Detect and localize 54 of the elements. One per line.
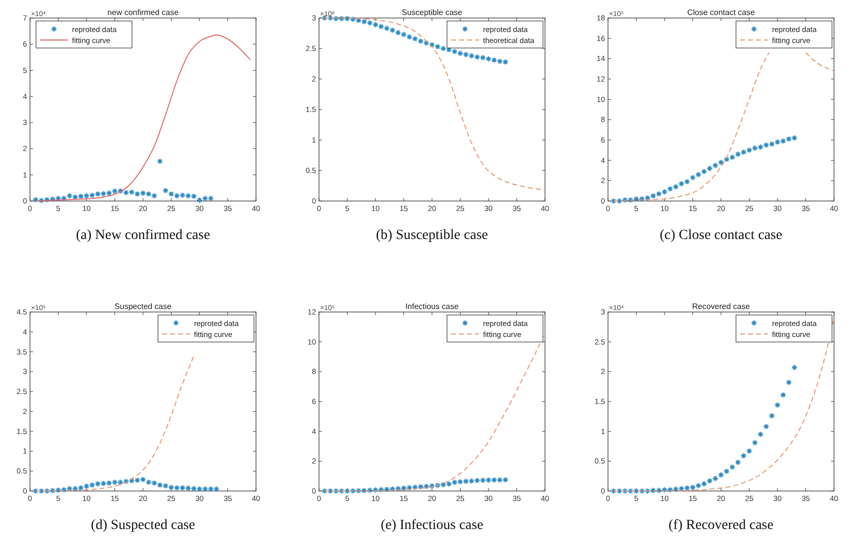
point <box>440 45 446 52</box>
point <box>457 50 464 56</box>
point <box>428 42 436 48</box>
point <box>740 452 747 459</box>
point <box>757 431 764 438</box>
chart-title: new confirmed case <box>107 8 180 17</box>
point <box>768 412 775 419</box>
point <box>780 392 786 398</box>
point <box>372 22 379 28</box>
chart-title: Susceptible case <box>402 8 463 17</box>
point <box>361 18 368 25</box>
point <box>156 158 164 164</box>
line-series <box>613 317 834 492</box>
point <box>452 48 458 55</box>
point <box>434 44 441 50</box>
text: (c) Close contact case <box>660 228 782 243</box>
chart-title: Infectious case <box>405 302 460 311</box>
text: (e) Infectious case <box>380 518 484 533</box>
text: (a) New confirmed case <box>76 228 210 243</box>
chart-title: Suspected case <box>114 302 172 311</box>
point <box>752 440 758 446</box>
point <box>418 38 424 44</box>
point <box>774 402 781 408</box>
line-series <box>35 34 251 202</box>
point <box>412 36 418 42</box>
point <box>468 52 475 59</box>
point <box>389 27 396 34</box>
point <box>400 31 407 38</box>
line-series <box>324 18 546 191</box>
line-series <box>35 355 194 492</box>
text: (d) Suspected case <box>90 518 196 533</box>
chart-title: Close contact case <box>687 8 756 17</box>
point <box>168 190 174 198</box>
point <box>355 17 362 24</box>
line-series <box>324 332 546 492</box>
text: (f) Recovered case <box>668 518 774 533</box>
point <box>162 187 169 194</box>
chart-title: Recovered case <box>692 302 750 311</box>
point <box>423 40 430 46</box>
point <box>395 30 402 36</box>
point <box>485 56 492 62</box>
point <box>378 23 384 30</box>
point <box>763 423 770 430</box>
point <box>791 364 798 371</box>
point <box>384 25 390 32</box>
point <box>734 459 742 466</box>
point <box>151 192 158 199</box>
point <box>746 448 752 454</box>
point <box>462 52 469 58</box>
point <box>406 34 412 40</box>
point <box>366 20 373 26</box>
text: (b) Susceptible case <box>376 228 488 243</box>
point <box>491 56 498 64</box>
point <box>786 379 792 386</box>
